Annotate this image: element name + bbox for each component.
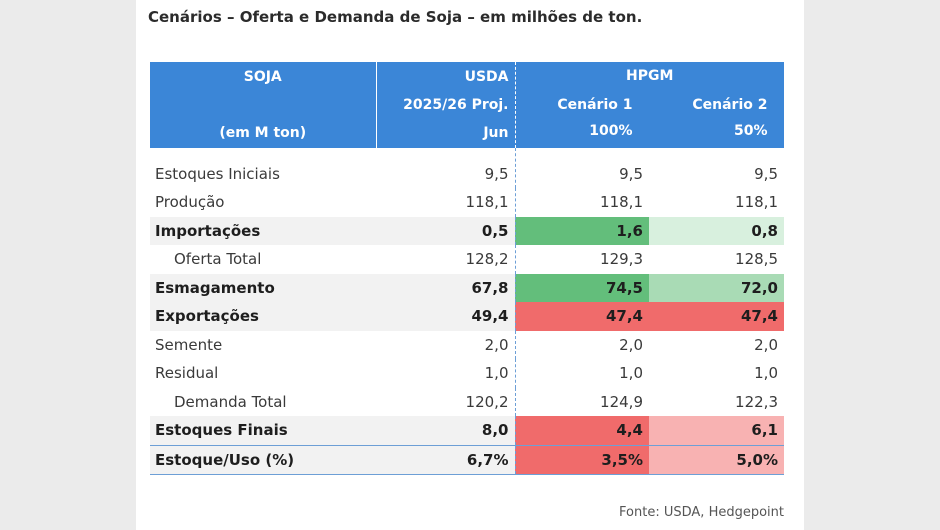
usda-cell: 9,5 [376,148,516,188]
usda-cell: 1,0 [376,359,516,388]
header-soja: SOJA (em M ton) [150,62,377,148]
header-hpgm-label: HPGM [626,68,674,84]
cenario-1-cell: 2,0 [619,335,643,354]
cenario-2-cell: 122,3 [735,392,778,411]
row-label: Semente [155,335,223,354]
table-row: Exportações 49,4 47,4 47,4 [150,302,784,331]
content-panel: Cenários – Oferta e Demanda de Soja – em… [136,0,804,530]
row-label: Estoques Iniciais [155,165,280,183]
cenario-1-cell: 74,5 [515,273,649,302]
cenario-2-cell: 0,8 [649,216,784,245]
source-note: Fonte: USDA, Hedgepoint [619,505,784,520]
table-row: Residual 1,0 1,0 1,0 [150,359,784,388]
row-label: Residual [155,364,219,383]
cenario-2-cell: 72,0 [649,273,784,302]
table-row: Importações 0,5 1,6 0,8 [150,216,784,245]
cenario-2-cell: 2,0 [754,335,778,354]
header-cenario-2-label: Cenário 2 [692,97,768,113]
cenario-2-cell: 118,1 [735,193,778,212]
header-cenario-1: Cenário 1 100% [510,92,633,144]
cenario-1-cell: 124,9 [600,392,643,411]
header-hpgm: HPGM Cenário 1 100% Cenário 2 50% [515,62,784,148]
usda-cell: 8,0 [376,416,516,445]
table-row: Estoques Iniciais 9,5 9,5 9,5 [150,148,784,188]
table-row: Estoque/Uso (%) 6,7% 3,5% 5,0% [150,444,784,475]
cenario-1-cell: 129,3 [600,250,643,269]
cenario-1-cell: 3,5% [515,444,649,475]
cenario-2-cell: 47,4 [649,302,784,331]
row-label: Oferta Total [174,250,262,269]
usda-cell: 0,5 [376,216,516,245]
table-row: Oferta Total 128,2 129,3 128,5 [150,245,784,274]
table-row: Semente 2,0 2,0 2,0 [150,330,784,359]
header-unit-label: (em M ton) [219,125,307,141]
cenario-1-cell: 9,5 [619,165,643,183]
cenario-1-cell: 47,4 [515,302,649,331]
row-label: Importações [150,216,376,245]
cenario-1-cell: 1,6 [515,216,649,245]
table-row: Esmagamento 67,8 74,5 72,0 [150,273,784,302]
table-row: Estoques Finais 8,0 4,4 6,1 [150,416,784,445]
cenario-1-cell: 1,0 [619,364,643,383]
cenario-2-cell: 9,5 [754,165,778,183]
cenario-2-cell: 6,1 [649,416,784,445]
usda-cell: 6,7% [376,444,516,475]
row-label: Esmagamento [150,273,376,302]
table-row: Produção 118,1 118,1 118,1 [150,188,784,217]
header-cenario-2-pct: 50% [733,123,768,139]
cenario-2-cell: 1,0 [754,364,778,383]
usda-cell: 118,1 [376,188,516,217]
usda-cell: 128,2 [376,245,516,274]
row-label: Estoque/Uso (%) [150,444,376,475]
cenario-2-cell: 5,0% [649,444,784,475]
header-cenario-1-pct: 100% [589,123,633,139]
header-usda-label: USDA [464,69,509,85]
header-cenario-1-label: Cenário 1 [557,97,633,113]
table-row: Demanda Total 120,2 124,9 122,3 [150,387,784,416]
soy-supply-demand-table: SOJA (em M ton) USDA 2025/26 Proj. Jun H… [150,62,784,475]
usda-cell: 49,4 [376,302,516,331]
header-usda-proj: 2025/26 Proj. [403,97,509,113]
row-label: Produção [155,193,225,212]
usda-cell: 2,0 [376,330,516,359]
header-usda: USDA 2025/26 Proj. Jun [376,62,516,148]
header-cenario-2: Cenário 2 50% [644,92,768,144]
row-label: Exportações [150,302,376,331]
row-label: Estoques Finais [150,416,376,445]
header-usda-month: Jun [483,125,509,141]
usda-cell: 120,2 [376,387,516,416]
page-title: Cenários – Oferta e Demanda de Soja – em… [148,8,643,26]
cenario-2-cell: 128,5 [735,250,778,269]
header-soja-label: SOJA [243,69,282,85]
table-header-row: SOJA (em M ton) USDA 2025/26 Proj. Jun H… [150,62,784,148]
cenario-1-cell: 118,1 [600,193,643,212]
usda-cell: 67,8 [376,273,516,302]
row-label: Demanda Total [174,392,287,411]
cenario-1-cell: 4,4 [515,416,649,445]
